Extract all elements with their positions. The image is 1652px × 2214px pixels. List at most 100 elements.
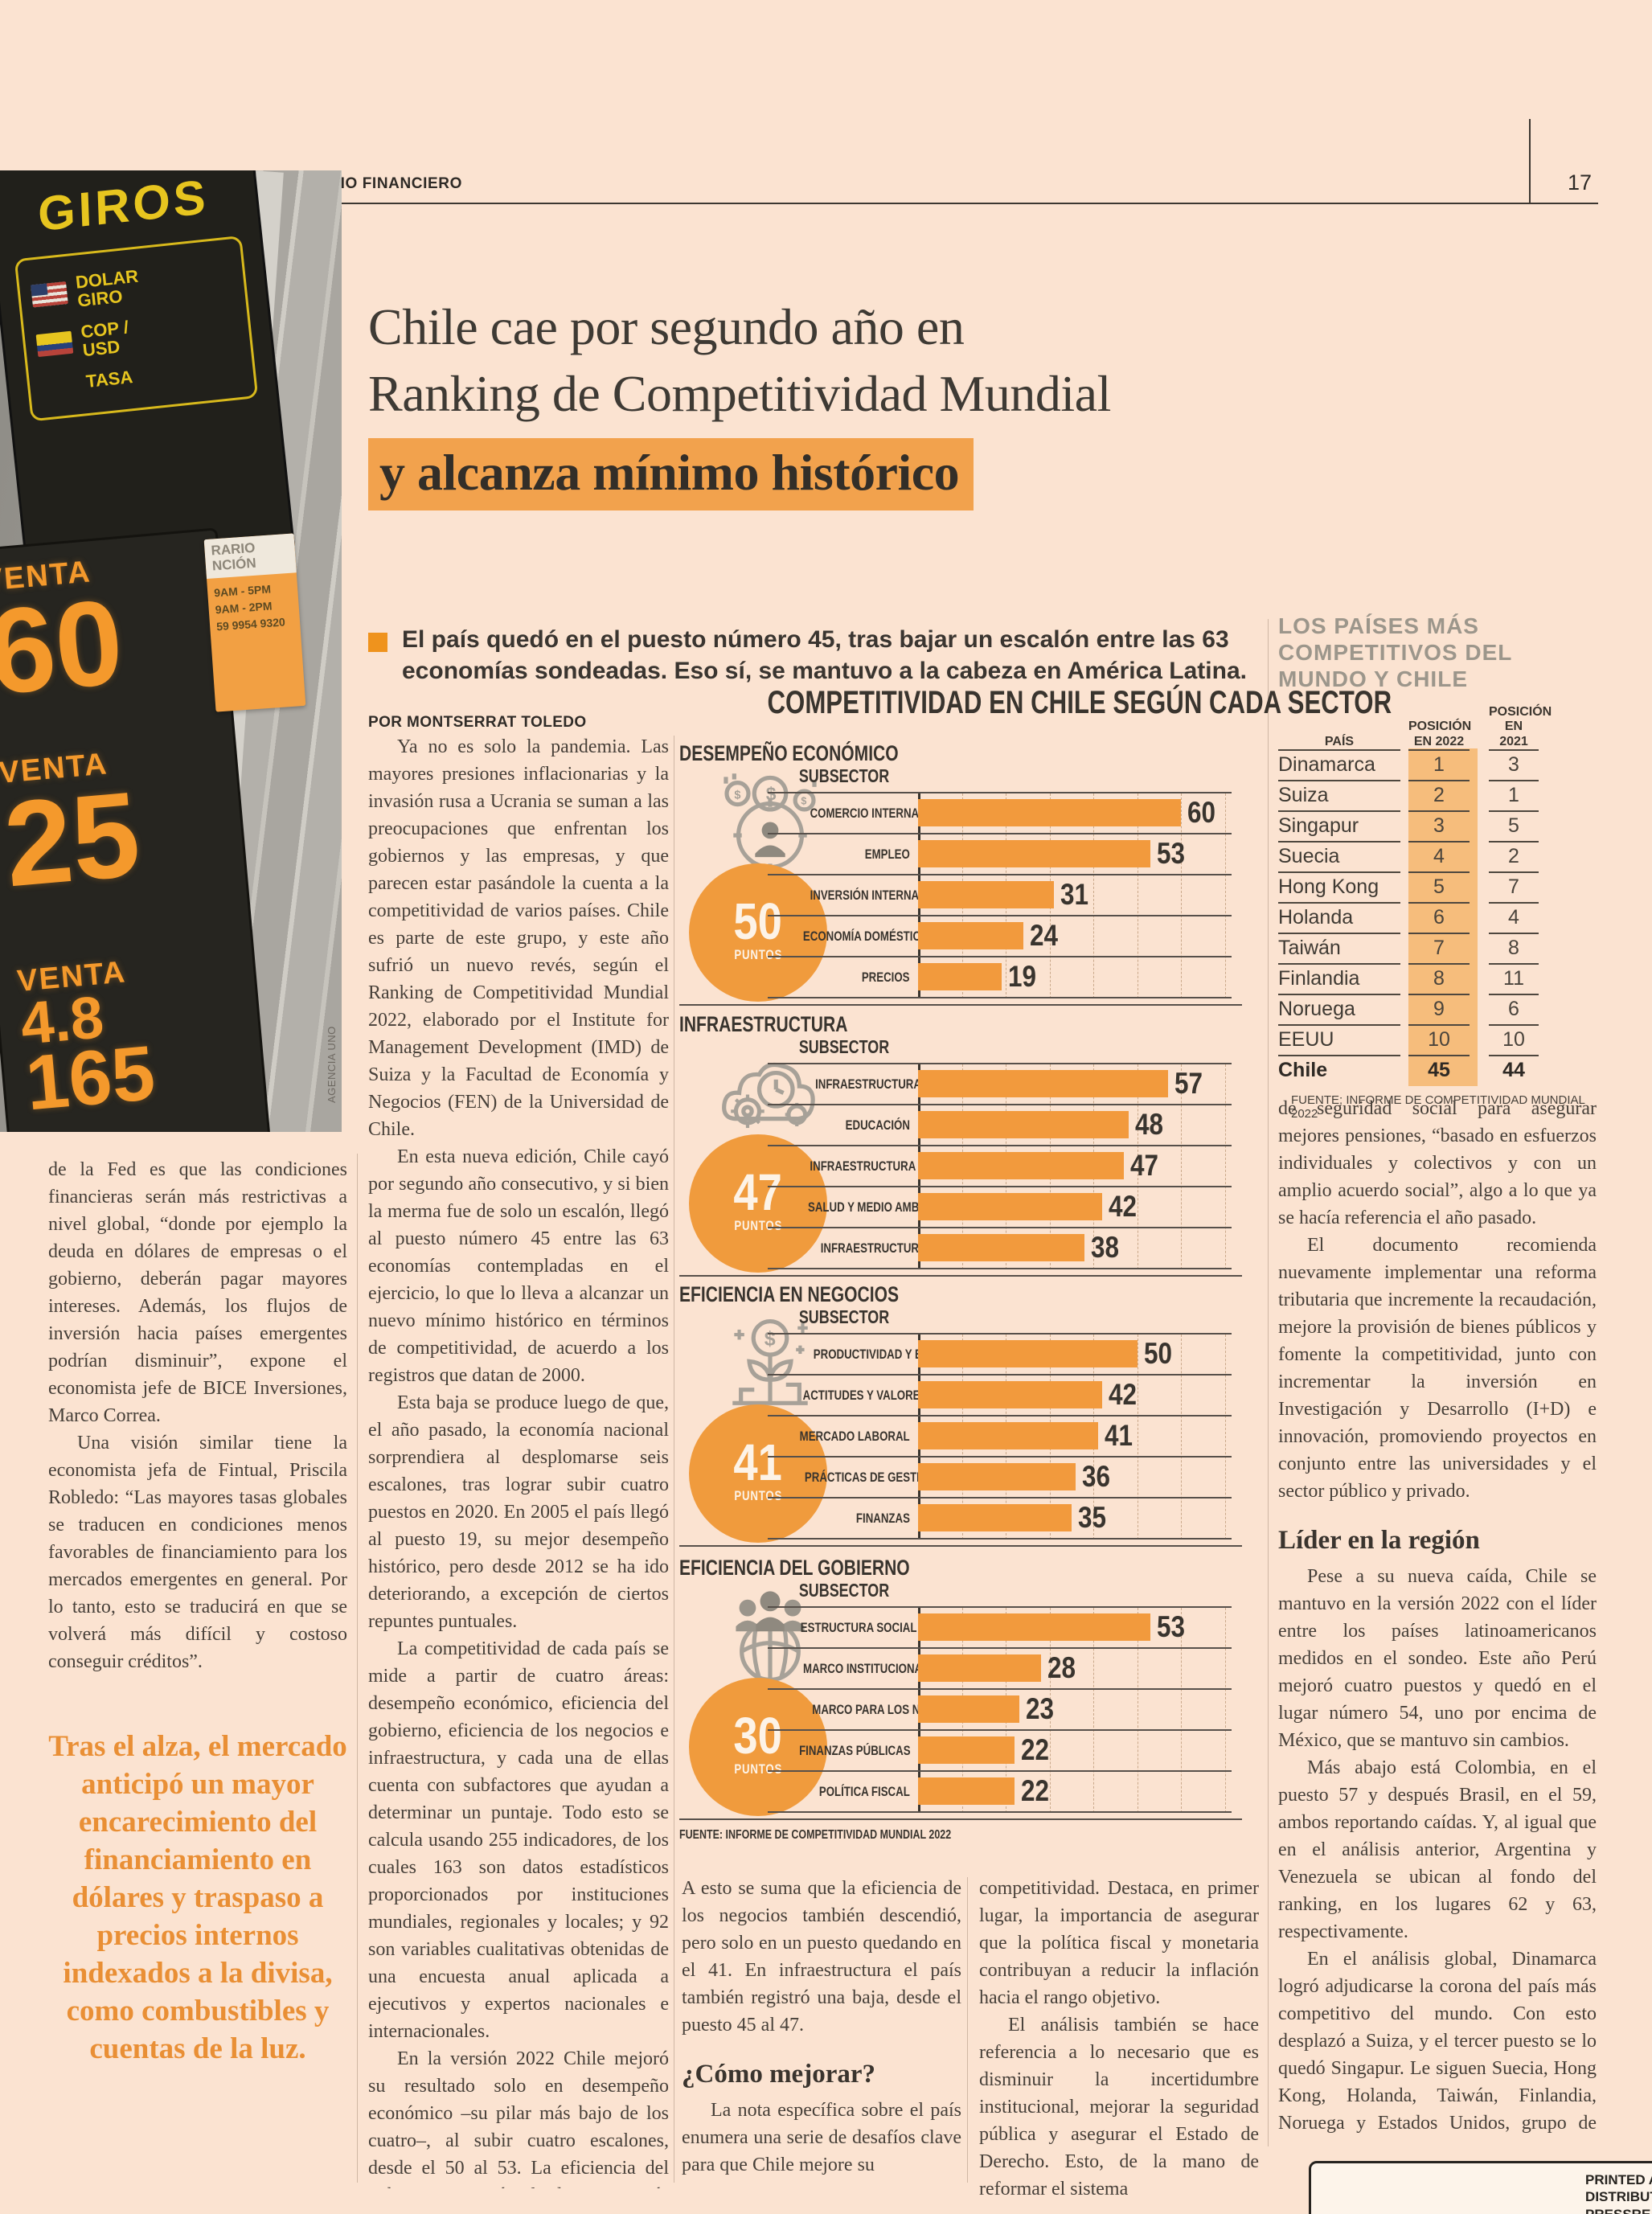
rate-row: DOLAR GIRO <box>30 257 233 315</box>
chart-row: EDUCACIÓN 48 <box>768 1105 1232 1146</box>
header-divider <box>1529 119 1531 203</box>
chart-bar-value: 35 <box>1078 1501 1106 1534</box>
chart-bar <box>918 1234 1084 1261</box>
country-name: Suecia <box>1278 841 1400 871</box>
chart-bar-value: 50 <box>1144 1337 1172 1370</box>
country-name: Hong Kong <box>1278 871 1400 902</box>
chart-row-plot: 48 <box>918 1105 1225 1145</box>
chart-bar-value: 22 <box>1021 1774 1049 1807</box>
chart-bar <box>918 1777 1015 1805</box>
chart-row-plot: 31 <box>918 875 1225 915</box>
body-paragraph: En la versión 2022 Chile mejoró su resul… <box>368 2048 669 2188</box>
chart-bar-value: 48 <box>1135 1108 1163 1141</box>
country-name: Chile <box>1278 1055 1400 1085</box>
article-mid-column: Ya no es solo la pandemia. Las mayores p… <box>368 733 669 2188</box>
chart-bar-value: 24 <box>1030 919 1058 952</box>
chart-rows: INFRAESTRUCTURA CIENTÍFICA 57 EDUCACIÓN … <box>768 1063 1232 1269</box>
position-2022: 5 <box>1408 871 1470 902</box>
chart-row-label: ECONOMÍA DOMÉSTICA <box>802 928 928 944</box>
ranking-table-row: Holanda 6 4 <box>1278 902 1600 933</box>
body-paragraph: de seguridad social para asegurar mejore… <box>1278 1098 1597 1228</box>
chart-plot-area: SUBSECTOR PRODUCTIVIDAD Y EFICIENCIA 50 … <box>768 1306 1232 1540</box>
country-name: Dinamarca <box>1278 749 1400 780</box>
page-number: 17 <box>1568 170 1593 195</box>
body-paragraph: competitividad. Destaca, en primer lugar… <box>979 1878 1259 2008</box>
article-bottom-col-a: A esto se suma que la eficiencia de los … <box>682 1875 961 2212</box>
body-paragraph: Más abajo está Colombia, en el puesto 57… <box>1278 1757 1597 1943</box>
chart-row: PRECIOS 19 <box>768 957 1232 998</box>
chart-row-label: ACTITUDES Y VALORES <box>802 1387 928 1403</box>
chart-bar <box>918 1340 1138 1367</box>
giros-sign: GIROS DOLAR GIRO COP / USD TASA <box>0 170 293 577</box>
chart-bar <box>918 1613 1150 1641</box>
ranking-col-pais: PAÍS <box>1324 734 1355 748</box>
chart-bar <box>918 799 1181 826</box>
chart-plot-area: SUBSECTOR COMERCIO INTERNACIONAL 60 EMPL… <box>768 765 1232 998</box>
section-divider-rule <box>679 1004 1242 1006</box>
chart-bar <box>918 1111 1129 1138</box>
footer-line1: PRINTED AND DISTRIBUTED BY PRESSREADER <box>1585 2172 1652 2214</box>
chart-section: INFRAESTRUCTURA 47 PUNTOS SUBSECTOR INFR… <box>679 1012 1258 1277</box>
chart-plot-area: SUBSECTOR INFRAESTRUCTURA CIENTÍFICA 57 … <box>768 1036 1232 1269</box>
chart-row-label: POLÍTICA FISCAL <box>819 1783 910 1799</box>
points-label: PUNTOS <box>734 947 782 962</box>
position-2022: 1 <box>1408 749 1470 780</box>
chart-row: ESTRUCTURA SOCIAL 53 <box>768 1608 1232 1649</box>
chart-bar-value: 19 <box>1008 960 1036 993</box>
points-value: 50 <box>733 892 783 950</box>
sticker-hours: 9AM - 5PM 9AM - 2PM 59 9954 9320 <box>213 582 286 633</box>
headline-block: Chile cae por segundo año en Ranking de … <box>368 293 1277 511</box>
chart-section-title: INFRAESTRUCTURA <box>679 1012 848 1036</box>
chart-row-plot: 41 <box>918 1417 1225 1456</box>
infographic-title-text: COMPETITIVIDAD EN CHILE SEGÚN CADA SECTO… <box>767 685 1392 720</box>
chart-bar-value: 57 <box>1174 1067 1203 1100</box>
ranking-rows: Dinamarca 1 3 Suiza 2 1 Singapur 3 5 Suecia… <box>1278 749 1600 1085</box>
body-paragraph: Una visión similar tiene la economista j… <box>48 1433 347 1672</box>
chart-row-label: PRODUCTIVIDAD Y EFICIENCIA <box>813 1346 976 1362</box>
chart-rows: PRODUCTIVIDAD Y EFICIENCIA 50 ACTITUDES … <box>768 1333 1232 1540</box>
chart-section-title: EFICIENCIA DEL GOBIERNO <box>679 1556 910 1580</box>
sticker-heading: RARIO NCIÓN <box>203 533 297 580</box>
chart-row-plot: 57 <box>918 1064 1225 1104</box>
chart-row: ACTITUDES Y VALORES 42 <box>768 1376 1232 1417</box>
chart-row-plot: 53 <box>918 834 1225 874</box>
article-left-column: de la Fed es que las condiciones financi… <box>48 1156 347 1675</box>
chart-bar <box>918 1504 1072 1531</box>
chart-bar-value: 22 <box>1021 1733 1049 1766</box>
rate-panel: DOLAR GIRO COP / USD TASA <box>14 235 259 422</box>
ranking-table-row: Noruega 9 6 <box>1278 994 1600 1024</box>
position-2021: 10 <box>1489 1024 1539 1055</box>
chart-row-plot: 36 <box>918 1458 1225 1497</box>
ranking-title-text: LOS PAÍSES MÁS COMPETITIVOS DEL MUNDO Y … <box>1278 613 1513 692</box>
chart-row: ECONOMÍA DOMÉSTICA 24 <box>768 916 1232 957</box>
points-value: 30 <box>733 1707 783 1765</box>
body-paragraph: En esta nueva edición, Chile cayó por se… <box>368 1146 669 1386</box>
chart-bar-value: 60 <box>1187 796 1215 829</box>
chart-row-label: MERCADO LABORAL <box>799 1428 910 1444</box>
chart-bar-value: 53 <box>1157 1610 1185 1643</box>
ranking-header-row: PAÍS POSICIÓN EN 2022 POSICIÓN EN 2021 <box>1278 705 1600 749</box>
board-rate: 165 <box>23 1030 158 1127</box>
chart-row-label: MARCO PARA LOS NEGOCIOS <box>812 1701 970 1717</box>
section-divider-rule <box>679 1275 1242 1277</box>
chart-bar-value: 53 <box>1157 837 1185 870</box>
board-rate: VENTA 60 <box>0 555 128 720</box>
byline: POR MONTSERRAT TOLEDO <box>368 714 587 731</box>
chart-row-label: INFRAESTRUCTURA TECNOLÓGICA <box>820 1240 1008 1256</box>
headline-highlight: y alcanza mínimo histórico <box>368 438 974 511</box>
lede-bullet <box>368 633 387 652</box>
hours-sticker: RARIO NCIÓN 9AM - 5PM 9AM - 2PM 59 9954 … <box>203 533 306 712</box>
chart-bar <box>918 1695 1019 1723</box>
chart-section-title: EFICIENCIA EN NEGOCIOS <box>679 1282 900 1306</box>
chart-row-plot: 50 <box>918 1335 1225 1374</box>
chart-bar <box>918 1654 1041 1682</box>
country-name: Singapur <box>1278 810 1400 841</box>
chart-bar <box>918 1152 1124 1179</box>
infographic: COMPETITIVIDAD EN CHILE SEGÚN CADA SECTO… <box>679 685 1392 1867</box>
country-name: Noruega <box>1278 994 1400 1024</box>
ranking-table-row: Singapur 3 5 <box>1278 810 1600 841</box>
position-2021: 2 <box>1489 841 1539 871</box>
column-rule-left <box>357 1154 358 2183</box>
chart-row: SALUD Y MEDIO AMBIENTE 42 <box>768 1187 1232 1228</box>
chart-row: MARCO PARA LOS NEGOCIOS 23 <box>768 1690 1232 1731</box>
